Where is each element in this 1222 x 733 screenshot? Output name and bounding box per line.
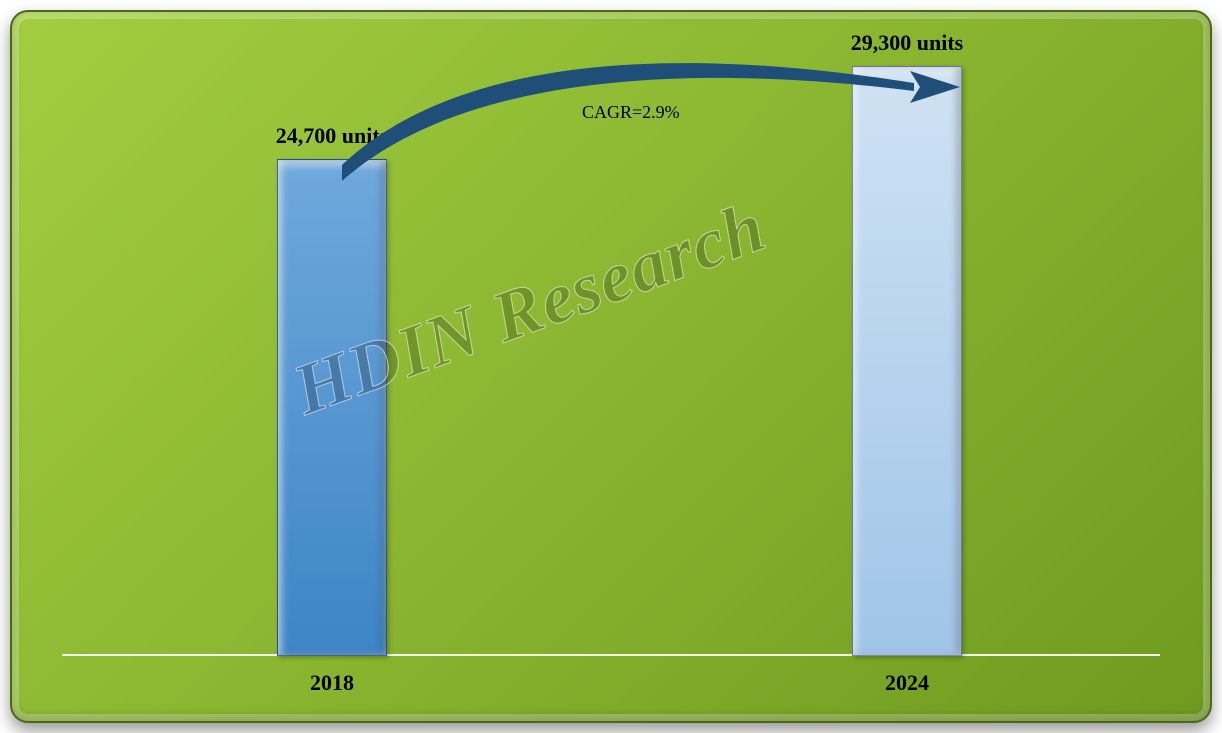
bar-2018 bbox=[277, 159, 387, 656]
baseline bbox=[62, 654, 1160, 656]
cagr-label: CAGR=2.9% bbox=[582, 102, 680, 123]
chart-panel: 24,700 units 2018 29,300 units 2024 CAGR=2.9… bbox=[10, 10, 1212, 723]
bar-value-label-2024: 29,300 units bbox=[807, 30, 1007, 56]
bar-value-label-2018: 24,700 units bbox=[232, 123, 432, 149]
plot-area: 24,700 units201829,300 units2024CAGR=2.9… bbox=[62, 47, 1160, 656]
year-label-2018: 2018 bbox=[232, 670, 432, 696]
year-label-2024: 2024 bbox=[807, 670, 1007, 696]
bar-2024 bbox=[852, 66, 962, 656]
